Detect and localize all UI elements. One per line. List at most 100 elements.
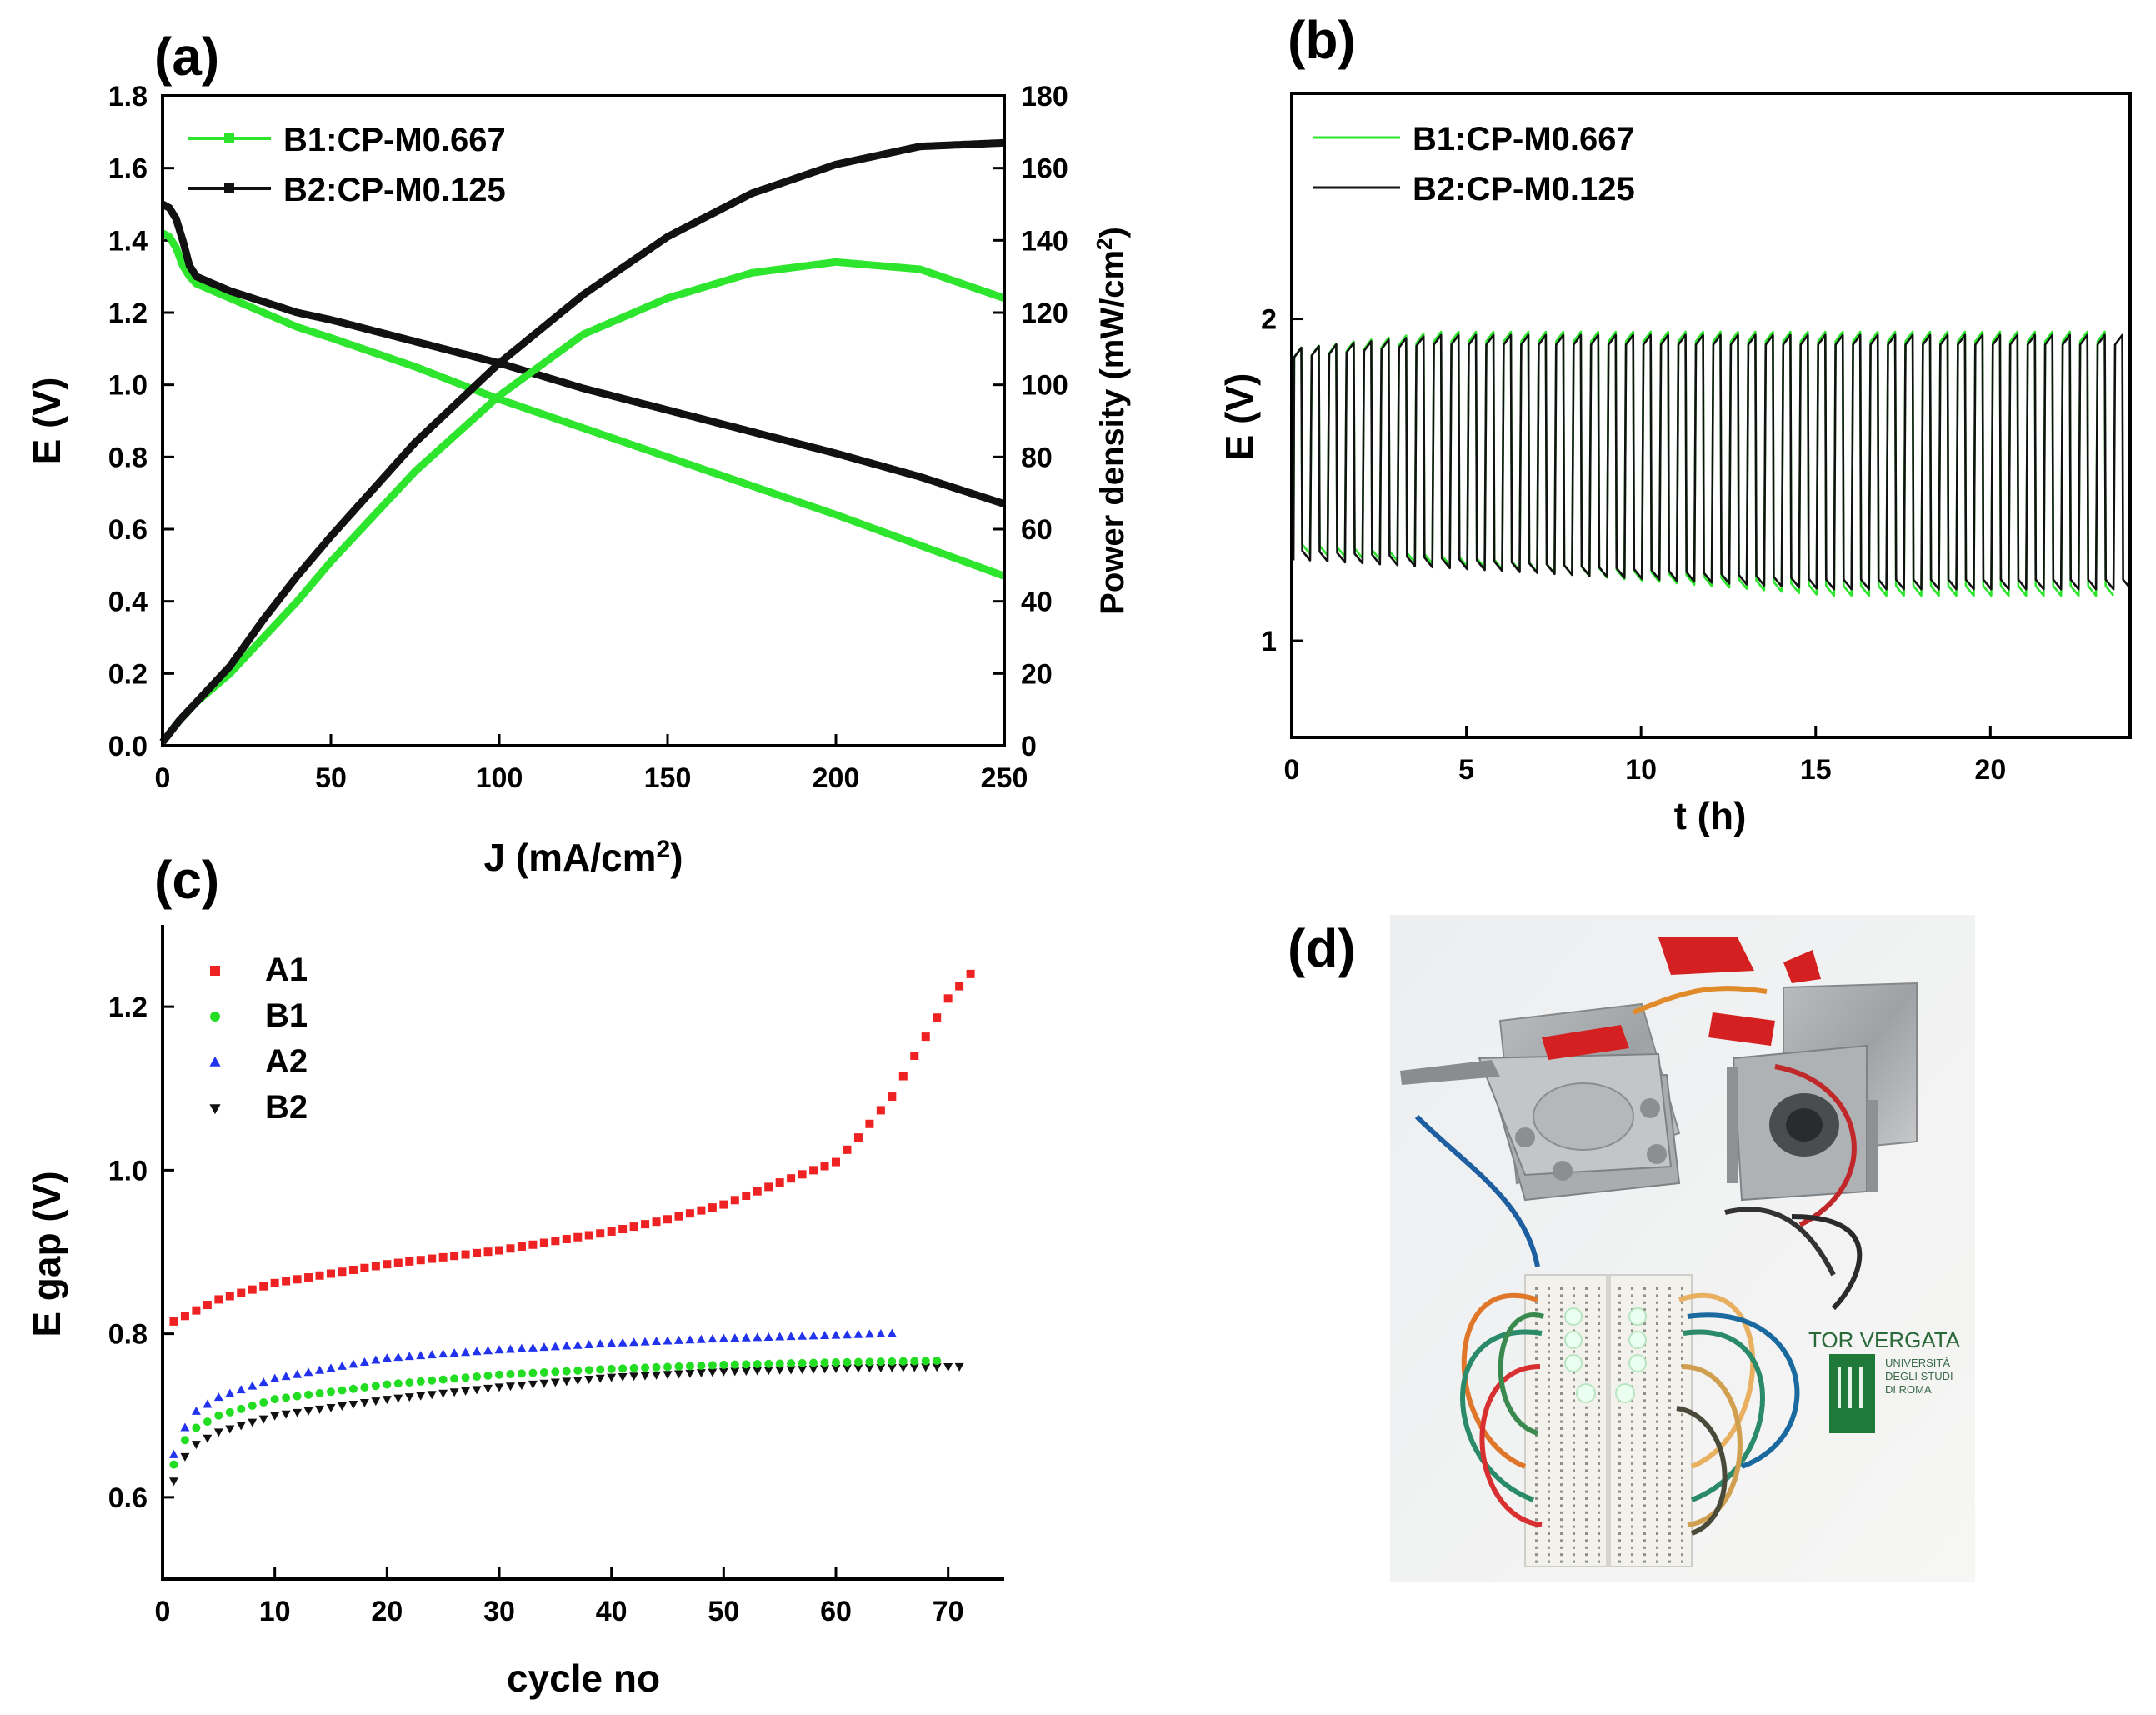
panel-c-point-b2 (573, 1377, 583, 1386)
panel-c-point-a2 (618, 1338, 628, 1347)
panel-c-point-a2 (315, 1365, 325, 1374)
left-flow-cell (1478, 1002, 1681, 1202)
panel-c-point-a1 (304, 1273, 313, 1282)
panel-c-point-a2 (517, 1343, 527, 1352)
panel-c-point-a2 (393, 1352, 403, 1362)
panel-c-point-b2 (798, 1366, 808, 1375)
panel-c-point-b1 (708, 1361, 717, 1370)
panel-c-point-a1 (618, 1225, 628, 1234)
panel-c-legend-label-a2: A2 (265, 1043, 308, 1080)
panel-c-point-b2 (461, 1387, 471, 1396)
panel-c-point-b2 (404, 1393, 414, 1402)
panel-c-point-a2 (864, 1329, 874, 1338)
panel-a-x-tick-label: 250 (981, 762, 1028, 794)
panel-a-right-tick-label: 120 (1021, 298, 1068, 329)
panel-c-point-a1 (764, 1182, 773, 1192)
panel-c-point-b1 (304, 1390, 313, 1399)
panel-c-point-a1 (966, 969, 975, 978)
panel-c-point-b2 (842, 1364, 852, 1373)
panel-a-left-tick-label: 1.4 (108, 225, 148, 257)
panel-c-point-b1 (876, 1358, 885, 1367)
panel-c-point-a1 (853, 1133, 863, 1142)
panel-c-point-a2 (539, 1342, 549, 1352)
panel-c-point-a2 (652, 1337, 662, 1346)
panel-c-point-a1 (933, 1013, 942, 1022)
panel-c-point-b2 (550, 1378, 560, 1388)
panel-c-point-b1 (843, 1358, 852, 1367)
panel-c-point-b2 (258, 1415, 268, 1424)
panel-c-point-b2 (382, 1396, 392, 1405)
logo-sub-text-1: UNIVERSITÀ (1885, 1357, 1950, 1369)
panel-c-point-b1 (405, 1378, 414, 1388)
panel-c-point-a1 (225, 1292, 234, 1301)
panel-b-ticks: 0 5 10 15 20 1 2 (1261, 304, 2006, 786)
panel-c-point-b1 (775, 1359, 784, 1368)
panel-c-point-a2 (876, 1329, 886, 1338)
panel-c-point-b2 (225, 1425, 235, 1434)
panel-c-point-b1 (237, 1404, 246, 1413)
panel-c-point-a1 (203, 1301, 212, 1310)
panel-c-point-b1 (730, 1360, 739, 1369)
panel-a-right-tick-label: 100 (1021, 370, 1068, 402)
panel-c-series (168, 969, 975, 1487)
panel-c-point-b1 (607, 1364, 616, 1373)
panel-c-point-b1 (259, 1398, 268, 1408)
panel-c-point-a1 (517, 1242, 526, 1252)
panel-c-point-a2 (831, 1330, 841, 1339)
panel-c-point-b1 (270, 1395, 279, 1404)
panel-c-point-a1 (259, 1282, 268, 1291)
panel-c-x-tick-label: 50 (708, 1596, 739, 1628)
panel-c-point-b1 (539, 1368, 548, 1377)
panel-c-point-a2 (808, 1331, 818, 1340)
panel-c-point-a2 (640, 1337, 650, 1346)
panel-c-point-a2 (494, 1345, 504, 1354)
panel-c-point-a2 (753, 1332, 763, 1342)
panel-c-point-b1 (473, 1372, 482, 1382)
panel-c-x-axis-title: cycle no (507, 1657, 660, 1700)
panel-c-point-a2 (248, 1381, 258, 1390)
panel-a-right-axis-title: Power density (mW/cm2) (1092, 227, 1131, 615)
panel-d-photo: (d) (1288, 915, 1975, 1582)
panel-c-point-a2 (168, 1449, 178, 1458)
panel-c-point-a1 (327, 1269, 335, 1278)
panel-c-x-tick-label: 40 (596, 1596, 628, 1628)
panel-c-point-b1 (315, 1389, 324, 1398)
panel-c-point-b1 (428, 1376, 437, 1385)
panel-c-point-a1 (820, 1162, 829, 1171)
panel-b-label: (b) (1288, 10, 1356, 70)
panel-c-point-b2 (730, 1368, 740, 1377)
panel-c-point-a1 (360, 1263, 369, 1272)
panel-c-point-a2 (584, 1339, 594, 1348)
panel-c-point-a1 (348, 1265, 358, 1274)
panel-c-point-b1 (898, 1357, 908, 1366)
panel-c-point-b2 (876, 1364, 886, 1373)
panel-c-point-b2 (438, 1389, 448, 1398)
panel-c-point-b2 (943, 1363, 953, 1372)
panel-c-point-b1 (787, 1359, 796, 1368)
panel-c-point-b1 (719, 1360, 728, 1369)
panel-c-point-b1 (214, 1411, 223, 1420)
panel-c-point-b2 (293, 1408, 303, 1418)
panel-c-point-b1 (517, 1369, 526, 1378)
panel-c-series-a1 (169, 969, 975, 1326)
panel-c-point-a1 (495, 1246, 503, 1255)
panel-c-x-tick-label: 60 (820, 1596, 852, 1628)
panel-c-point-a1 (483, 1248, 493, 1257)
panel-b-x-tick-label: 0 (1284, 754, 1300, 786)
panel-c-ticks: 0 10 20 30 40 50 60 70 0.6 0.8 1.0 1.2 (108, 992, 964, 1628)
panel-c-x-tick-label: 20 (371, 1596, 403, 1628)
panel-a-x-axis-title: J (mA/cm2) (483, 836, 683, 879)
panel-c-point-a2 (326, 1363, 336, 1372)
panel-c-point-a1 (562, 1234, 571, 1243)
panel-c-point-b2 (562, 1378, 572, 1387)
panel-c-point-b1 (584, 1366, 593, 1375)
panel-c-point-b2 (248, 1418, 258, 1428)
panel-c-point-a2 (685, 1335, 695, 1344)
panel-c-point-b2 (685, 1369, 695, 1378)
panel-c-point-b2 (180, 1452, 190, 1462)
panel-c-point-a1 (169, 1317, 178, 1326)
panel-c-legend-marker-b1 (210, 1012, 220, 1022)
panel-c-point-a2 (461, 1348, 471, 1357)
panel-c-point-b2 (584, 1375, 594, 1384)
panel-c-point-b1 (180, 1436, 189, 1445)
